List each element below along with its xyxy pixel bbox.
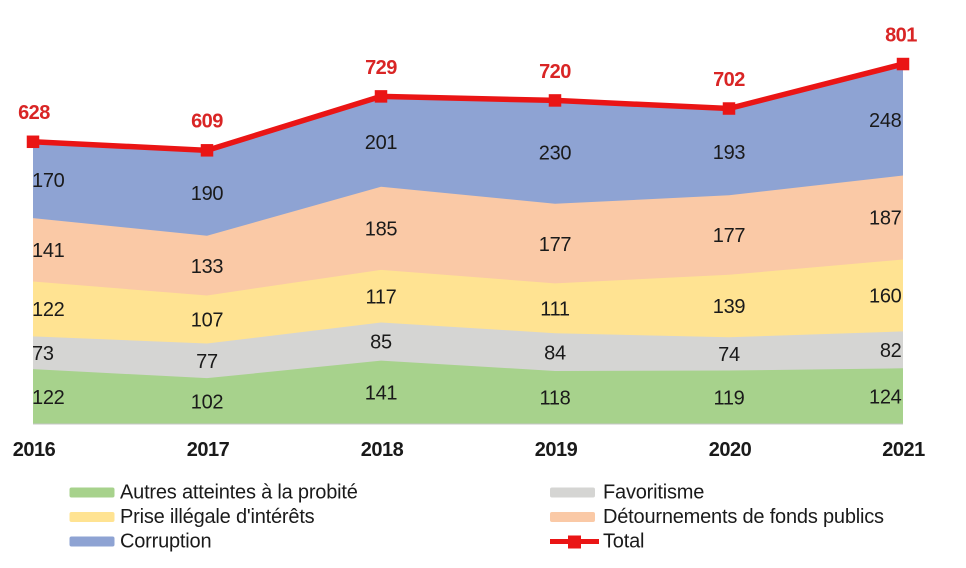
svg-text:Corruption: Corruption [120, 531, 211, 553]
svg-text:Prise illégale d'intérêts: Prise illégale d'intérêts [120, 506, 315, 528]
svg-text:102: 102 [191, 391, 224, 413]
svg-text:77: 77 [196, 351, 218, 373]
svg-text:2017: 2017 [187, 439, 230, 461]
svg-text:201: 201 [365, 132, 398, 154]
svg-text:122: 122 [32, 299, 65, 321]
svg-text:118: 118 [540, 388, 571, 410]
svg-text:628: 628 [18, 102, 50, 124]
svg-text:2020: 2020 [709, 439, 752, 461]
svg-text:2016: 2016 [13, 439, 56, 461]
svg-text:82: 82 [880, 340, 902, 362]
svg-text:230: 230 [539, 142, 572, 164]
svg-text:609: 609 [191, 111, 223, 133]
svg-text:160: 160 [869, 286, 902, 308]
svg-text:107: 107 [191, 310, 224, 332]
svg-text:Total: Total [603, 531, 644, 553]
svg-text:Favoritisme: Favoritisme [603, 482, 704, 504]
svg-text:170: 170 [32, 170, 65, 192]
svg-text:729: 729 [365, 57, 397, 79]
svg-text:139: 139 [713, 296, 746, 318]
svg-text:74: 74 [718, 344, 740, 366]
svg-text:177: 177 [713, 225, 746, 247]
svg-text:2018: 2018 [361, 439, 404, 461]
svg-text:2021: 2021 [882, 439, 925, 461]
svg-text:801: 801 [885, 25, 917, 47]
svg-text:702: 702 [713, 69, 745, 91]
svg-text:124: 124 [869, 386, 902, 408]
svg-text:248: 248 [869, 110, 902, 132]
svg-text:111: 111 [540, 299, 570, 321]
svg-text:141: 141 [365, 383, 398, 405]
svg-text:73: 73 [32, 343, 54, 365]
svg-text:119: 119 [714, 388, 745, 410]
svg-text:187: 187 [869, 208, 902, 230]
svg-text:84: 84 [544, 342, 566, 364]
svg-text:177: 177 [539, 234, 572, 256]
svg-text:85: 85 [370, 332, 392, 354]
svg-text:133: 133 [191, 256, 224, 278]
svg-text:141: 141 [32, 240, 65, 262]
svg-text:193: 193 [713, 142, 746, 164]
svg-text:190: 190 [191, 183, 224, 205]
svg-text:Autres atteintes à la probité: Autres atteintes à la probité [120, 482, 358, 504]
svg-text:117: 117 [366, 286, 397, 308]
svg-text:720: 720 [539, 61, 571, 83]
svg-text:Détournements de fonds publics: Détournements de fonds publics [603, 506, 884, 528]
svg-text:122: 122 [32, 387, 65, 409]
svg-text:185: 185 [365, 219, 398, 241]
svg-text:2019: 2019 [535, 439, 578, 461]
